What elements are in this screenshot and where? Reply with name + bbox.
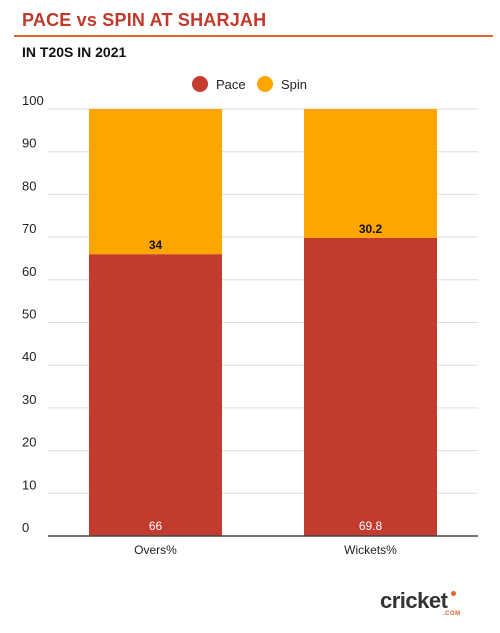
brand-name: cricket [380,588,448,613]
y-tick-label-20: 20 [22,435,36,450]
bar-pace-overs [89,254,222,536]
y-tick-label-50: 50 [22,307,36,322]
chart-title: PACE vs SPIN AT SHARJAH [22,10,267,30]
y-tick-label-40: 40 [22,349,36,364]
x-tick-label-overs: Overs% [134,543,177,557]
data-label-spin-wickets: 30.2 [359,222,383,236]
bar-pace-wickets [304,237,437,537]
chart-subtitle: IN T20S IN 2021 [22,44,127,60]
y-tick-label-30: 30 [22,392,36,407]
data-label-pace-overs: 66 [149,519,163,533]
legend-swatch-spin [257,76,273,92]
y-tick-label-100: 100 [22,93,44,108]
x-tick-label-wickets: Wickets% [344,543,397,557]
bar-spin-overs [89,109,222,255]
legend-swatch-pace [192,76,208,92]
data-label-pace-wickets: 69.8 [359,519,383,533]
y-tick-label-70: 70 [22,221,36,236]
legend-label-pace: Pace [216,77,246,92]
y-tick-label-10: 10 [22,477,36,492]
brand-dot-icon [451,591,456,596]
brand-logo: cricket .COM [380,588,475,618]
brand-suffix: .COM [443,611,461,617]
data-label-spin-overs: 34 [149,238,163,252]
y-tick-label-90: 90 [22,136,36,151]
bar-spin-wickets [304,109,437,238]
y-tick-label-60: 60 [22,264,36,279]
legend-label-spin: Spin [281,77,307,92]
title-underline [14,35,493,37]
y-tick-label-80: 80 [22,178,36,193]
y-tick-label-0: 0 [22,520,29,535]
